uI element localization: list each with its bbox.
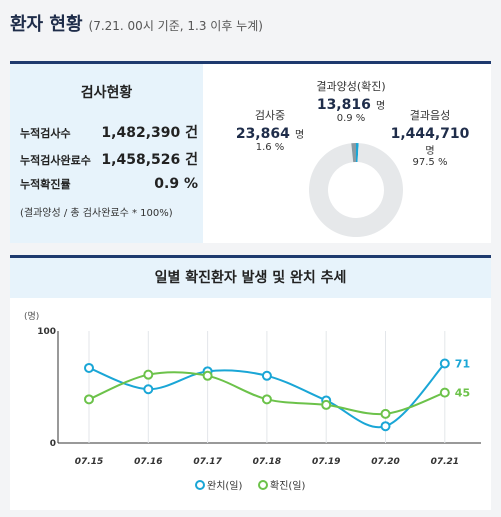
y-unit-label: (명) bbox=[24, 311, 39, 322]
data-point bbox=[439, 358, 450, 369]
chart-title: 일별 확진환자 발생 및 완치 추세 bbox=[10, 258, 491, 298]
data-point bbox=[380, 408, 391, 419]
x-tick-label: 07.20 bbox=[371, 457, 399, 467]
positive-rate-row: 누적확진률 0.9 % bbox=[20, 176, 198, 192]
positive-rate-value: 0.9 % bbox=[154, 176, 198, 192]
negative-pct: 97.5 % bbox=[412, 157, 448, 168]
cumulative-tests-value: 1,482,390 건 bbox=[101, 125, 198, 141]
end-value-label: 45 bbox=[455, 387, 470, 400]
test-summary-title: 검사현황 bbox=[80, 85, 133, 101]
data-point bbox=[143, 384, 154, 395]
positive-label: 결과양성(확진) 13,816 명 0.9 % bbox=[311, 78, 391, 124]
data-point bbox=[84, 394, 94, 405]
trend-card: 일별 확진환자 발생 및 완치 추세 (명) 07.15 07.16 07.17 07… bbox=[10, 255, 491, 510]
y-tick-label: 0 bbox=[50, 439, 56, 449]
data-point bbox=[143, 369, 154, 380]
negative-label: 결과음성 1,444,710 명 97.5 % bbox=[385, 107, 475, 168]
donut-chart bbox=[309, 143, 404, 237]
positive-rate-note: (결과양성 / 총 검사완료수 * 100%) bbox=[20, 208, 173, 219]
end-value-label: 71 bbox=[455, 357, 470, 370]
legend-marker bbox=[195, 480, 205, 490]
data-point bbox=[380, 421, 391, 432]
legend-label: 확진(일) bbox=[270, 480, 306, 492]
x-tick-label: 07.19 bbox=[312, 457, 340, 467]
testing-value: 23,864 bbox=[235, 126, 290, 142]
negative-name: 결과음성 bbox=[409, 109, 451, 122]
legend-marker bbox=[258, 480, 268, 490]
line-chart: (명) 07.15 07.16 07.17 07.18 07.19 07.20 07.21 1… bbox=[24, 311, 481, 492]
completed-tests-label: 누적검사완료수 bbox=[20, 154, 91, 167]
data-point bbox=[84, 362, 94, 373]
cumulative-tests-label: 누적검사수 bbox=[20, 127, 71, 140]
testing-name: 검사중 bbox=[254, 109, 286, 122]
test-status-card: 검사현황 누적검사수 1,482,390 건 누적검사완료수 1,458,526… bbox=[10, 61, 491, 243]
donut-slice-negative bbox=[309, 143, 404, 237]
completed-tests-row: 누적검사완료수 1,458,526 건 bbox=[20, 149, 198, 169]
completed-tests-value: 1,458,526 건 bbox=[101, 152, 198, 168]
data-point bbox=[261, 370, 272, 381]
x-tick-label: 07.16 bbox=[134, 457, 162, 467]
positive-rate-label: 누적확진률 bbox=[20, 178, 71, 191]
test-summary-panel: 검사현황 누적검사수 1,482,390 건 누적검사완료수 1,458,526… bbox=[10, 64, 203, 243]
x-tick-label: 07.18 bbox=[253, 457, 281, 467]
data-point bbox=[202, 370, 213, 381]
data-point bbox=[261, 394, 272, 405]
x-tick-label: 07.15 bbox=[75, 457, 103, 467]
positive-name: 결과양성(확진) bbox=[316, 80, 386, 93]
testing-pct: 1.6 % bbox=[255, 142, 285, 153]
data-point bbox=[321, 399, 332, 410]
positive-value: 13,816 bbox=[316, 97, 371, 113]
x-tick-label: 07.17 bbox=[193, 457, 222, 467]
y-tick-label: 100 bbox=[37, 327, 56, 337]
donut-slice-testing bbox=[351, 143, 356, 163]
page-header: 환자 현황 (7.21. 00시 기준, 1.3 이후 누계) bbox=[10, 10, 263, 40]
donut-area: 결과양성(확진) 13,816 명 0.9 % 검사중 23,864 명 1.6… bbox=[203, 64, 491, 243]
data-point bbox=[439, 387, 450, 398]
testing-unit: 명 bbox=[294, 130, 305, 141]
legend-label: 완치(일) bbox=[207, 480, 243, 492]
donut-slice-positive bbox=[356, 143, 359, 163]
negative-unit: 명 bbox=[425, 146, 435, 157]
testing-label: 검사중 23,864 명 1.6 % bbox=[235, 107, 305, 153]
positive-unit: 명 bbox=[375, 101, 386, 112]
x-tick-label: 07.21 bbox=[431, 457, 459, 467]
page-subtitle: (7.21. 00시 기준, 1.3 이후 누계) bbox=[88, 19, 263, 33]
positive-pct: 0.9 % bbox=[336, 113, 366, 124]
cumulative-tests-row: 누적검사수 1,482,390 건 bbox=[20, 122, 198, 142]
negative-value: 1,444,710 bbox=[390, 126, 470, 142]
page-title: 환자 현황 bbox=[10, 14, 83, 35]
